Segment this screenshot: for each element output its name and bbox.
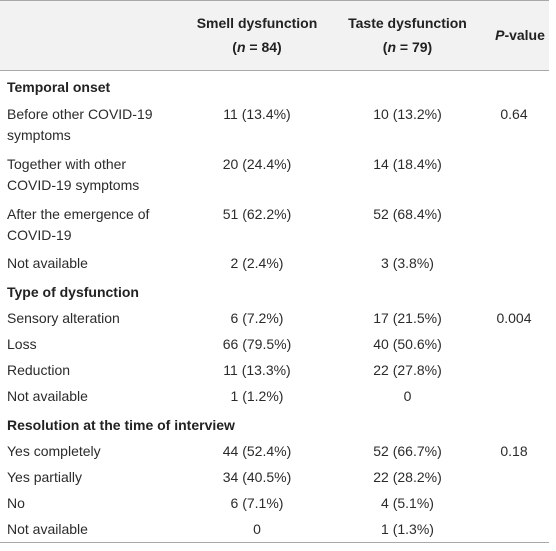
section-header-row: Temporal onset — [0, 71, 549, 101]
header-taste-n: (n = 79) — [382, 39, 433, 55]
table-row: Not available 0 1 (1.3%) — [0, 516, 549, 543]
taste-value: 14 (18.4%) — [373, 156, 442, 172]
header-empty-cell — [0, 0, 178, 71]
taste-value: 22 (28.2%) — [373, 468, 442, 485]
table-row: Yes partially 34 (40.5%) 22 (28.2%) — [0, 464, 549, 490]
taste-value: 22 (27.8%) — [373, 361, 442, 378]
header-pvalue: P-value — [479, 0, 549, 71]
taste-value: 3 (3.8%) — [381, 254, 434, 271]
smell-value: 11 (13.3%) — [223, 361, 291, 378]
smell-value: 2 (2.4%) — [230, 254, 284, 271]
header-smell-n-var: n — [236, 39, 246, 55]
header-smell: Smell dysfunction (n = 84) — [178, 0, 336, 71]
smell-value: 6 (7.2%) — [230, 309, 284, 326]
table-row: Not available 2 (2.4%) 3 (3.8%) — [0, 250, 549, 276]
taste-value: 17 (21.5%) — [373, 309, 442, 326]
table-row: Before other COVID-19 symptoms 11 (13.4%)… — [0, 100, 549, 150]
row-label: No — [7, 494, 25, 511]
header-pvalue-rest: -value — [504, 27, 545, 43]
table-row: Loss 66 (79.5%) 40 (50.6%) — [0, 331, 549, 357]
p-value — [479, 150, 549, 200]
taste-value: 10 (13.2%) — [373, 106, 442, 122]
table-row: Together with other COVID-19 symptoms 20 … — [0, 150, 549, 200]
row-label: Not available — [7, 254, 88, 271]
row-label: Yes partially — [7, 468, 82, 485]
p-value — [479, 490, 549, 516]
smell-value: 51 (62.2%) — [222, 206, 292, 222]
smell-value: 44 (52.4%) — [222, 442, 292, 459]
row-label: Yes completely — [7, 442, 101, 459]
section-title: Resolution at the time of interview — [7, 416, 235, 433]
row-label: Reduction — [7, 361, 71, 378]
table-row: After the emergence of COVID-19 51 (62.2%… — [0, 200, 549, 250]
section-title: Type of dysfunction — [7, 283, 139, 300]
header-smell-n-value: = 84) — [245, 39, 282, 55]
table-row: Yes completely 44 (52.4%) 52 (66.7%) 0.18 — [0, 438, 549, 464]
header-taste-n-var: n — [387, 39, 397, 55]
header-pvalue-p: P — [495, 27, 505, 43]
header-smell-title: Smell dysfunction — [196, 15, 318, 31]
header-smell-n: (n = 84) — [232, 39, 282, 55]
p-value: 0.004 — [496, 309, 532, 326]
p-value — [479, 516, 549, 543]
row-label: Not available — [7, 387, 88, 404]
table-body: Temporal onset Before other COVID-19 symp… — [0, 71, 549, 543]
p-value — [479, 357, 549, 383]
smell-value: 34 (40.5%) — [222, 468, 292, 485]
p-value — [479, 464, 549, 490]
smell-value: 6 (7.1%) — [230, 494, 284, 511]
table-header-row: Smell dysfunction (n = 84) Taste dysfunc… — [0, 0, 549, 71]
row-label: Before other COVID-19 symptoms — [7, 106, 153, 143]
section-title: Temporal onset — [7, 78, 111, 95]
header-taste-title: Taste dysfunction — [348, 15, 467, 31]
p-value — [479, 250, 549, 276]
header-taste: Taste dysfunction (n = 79) — [336, 0, 479, 71]
taste-value: 4 (5.1%) — [381, 494, 434, 511]
p-value — [479, 331, 549, 357]
taste-value: 0 — [403, 387, 412, 404]
row-label: Loss — [7, 335, 37, 352]
header-taste-n-value: = 79) — [396, 39, 433, 55]
smell-value: 11 (13.4%) — [223, 106, 291, 122]
smell-value: 66 (79.5%) — [222, 335, 292, 352]
row-label: After the emergence of COVID-19 — [7, 206, 150, 243]
smell-value: 20 (24.4%) — [222, 156, 292, 172]
p-value: 0.18 — [500, 442, 528, 459]
row-label: Not available — [0, 516, 178, 543]
taste-value: 1 (1.3%) — [336, 516, 479, 543]
row-label: Sensory alteration — [7, 309, 120, 326]
smell-value: 0 — [178, 516, 336, 543]
taste-value: 52 (66.7%) — [373, 442, 442, 459]
p-value — [479, 200, 549, 250]
table-row: Sensory alteration 6 (7.2%) 17 (21.5%) 0.00… — [0, 305, 549, 331]
taste-value: 52 (68.4%) — [373, 206, 442, 222]
table-row: Reduction 11 (13.3%) 22 (27.8%) — [0, 357, 549, 383]
table-row: No 6 (7.1%) 4 (5.1%) — [0, 490, 549, 516]
p-value: 0.64 — [500, 106, 528, 122]
p-value — [479, 383, 549, 409]
table-row: Not available 1 (1.2%) 0 — [0, 383, 549, 409]
row-label: Together with other COVID-19 symptoms — [7, 156, 140, 193]
taste-value: 40 (50.6%) — [373, 335, 442, 352]
section-header-row: Resolution at the time of interview — [0, 409, 549, 438]
smell-value: 1 (1.2%) — [230, 387, 284, 404]
results-table: Smell dysfunction (n = 84) Taste dysfunc… — [0, 0, 549, 543]
section-header-row: Type of dysfunction — [0, 276, 549, 305]
